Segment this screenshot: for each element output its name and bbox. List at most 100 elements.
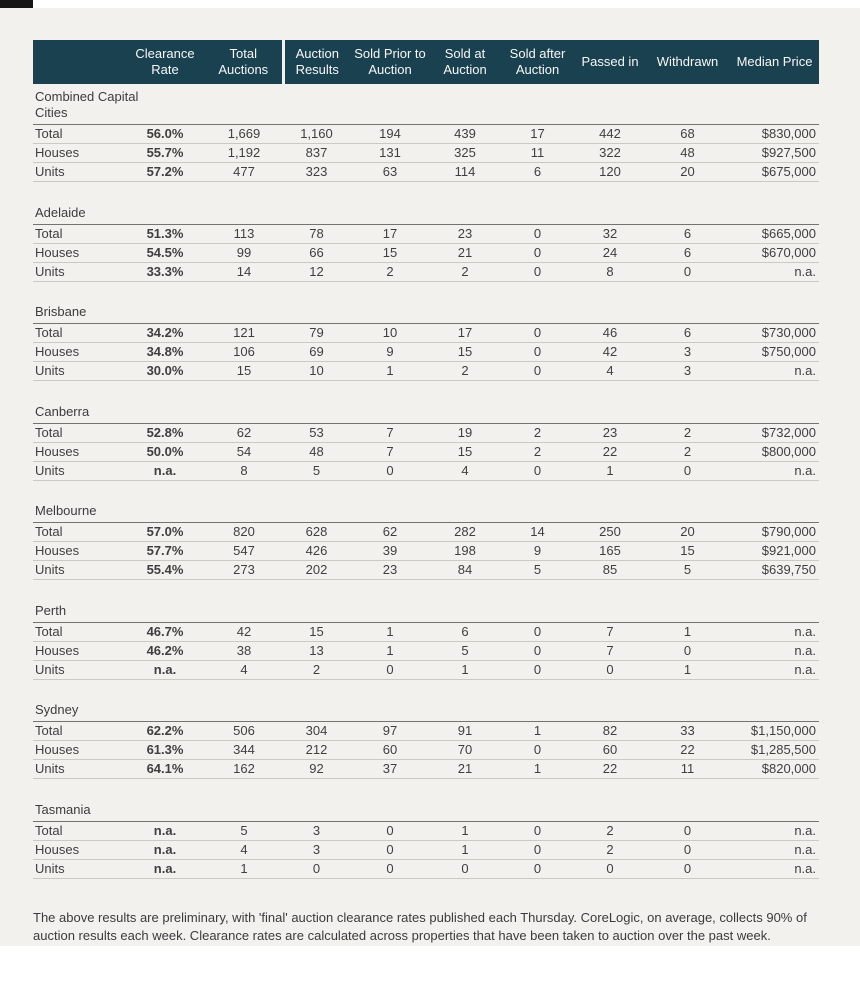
value-cell: n.a. [730,660,819,680]
value-cell: 15 [350,243,430,263]
value-cell: 3 [283,820,350,841]
value-cell: $732,000 [730,422,819,443]
value-cell: 42 [205,621,283,642]
value-cell: 70 [430,740,500,760]
value-cell: 22 [575,759,645,779]
table-row: Units 57.2% 477 323 63 114 6 120 20 $675,000 [33,162,819,182]
value-cell: $921,000 [730,541,819,561]
table-row: Houses 54.5% 99 66 15 21 0 24 6 $670,000 [33,243,819,263]
value-cell: 194 [350,124,430,144]
column-header-median-price: Median Price [730,40,819,84]
value-cell: 23 [575,422,645,443]
value-cell: 282 [430,522,500,542]
value-cell: 506 [205,721,283,741]
row-label-cell: Units [33,859,125,879]
section-title: Canberra [35,403,90,419]
value-cell: n.a. [125,660,205,680]
value-cell: 0 [350,840,430,860]
section-spacer [33,480,819,498]
value-cell: 0 [645,461,730,481]
value-cell: 78 [283,223,350,244]
value-cell: 54 [205,442,283,462]
value-cell: 1 [350,361,430,381]
section-title-row: Adelaide [33,200,819,225]
value-cell: 21 [430,243,500,263]
value-cell: 5 [205,820,283,841]
section-title-row: Sydney [33,697,819,722]
value-cell: 106 [205,342,283,362]
table-row: Houses 55.7% 1,192 837 131 325 11 322 48 $927,500 [33,143,819,163]
value-cell: 20 [645,162,730,182]
value-cell: 91 [430,721,500,741]
row-label-cell: Total [33,124,125,144]
value-cell: 0 [645,262,730,282]
value-cell: n.a. [730,361,819,381]
value-cell: 30.0% [125,361,205,381]
value-cell: 0 [645,641,730,661]
auction-results-table: Clearance Rate Total Auctions Auction Re… [33,40,819,879]
section-spacer [33,580,819,598]
value-cell: n.a. [125,840,205,860]
value-cell: 68 [645,124,730,144]
value-cell: 0 [500,342,575,362]
value-cell: 99 [205,243,283,263]
value-cell: 39 [350,541,430,561]
value-cell: 0 [283,859,350,879]
value-cell: 53 [283,422,350,443]
value-cell: 2 [645,422,730,443]
value-cell: $800,000 [730,442,819,462]
value-cell: 57.0% [125,522,205,542]
row-label-cell: Total [33,323,125,343]
value-cell: n.a. [730,641,819,661]
value-cell: 84 [430,560,500,580]
value-cell: 9 [500,541,575,561]
value-cell: 23 [430,223,500,244]
value-cell: 3 [645,361,730,381]
value-cell: 61.3% [125,740,205,760]
value-cell: 22 [645,740,730,760]
value-cell: 5 [430,641,500,661]
value-cell: 1 [430,840,500,860]
section-title: Adelaide [35,204,86,220]
value-cell: 0 [575,660,645,680]
row-label-cell: Total [33,223,125,244]
value-cell: 2 [575,840,645,860]
value-cell: 8 [205,461,283,481]
row-label-cell: Units [33,461,125,481]
value-cell: 304 [283,721,350,741]
value-cell: 15 [430,342,500,362]
table-row: Total 34.2% 121 79 10 17 0 46 6 $730,000 [33,323,819,343]
value-cell: 0 [500,361,575,381]
value-cell: 23 [350,560,430,580]
value-cell: 3 [645,342,730,362]
value-cell: $750,000 [730,342,819,362]
value-cell: 33.3% [125,262,205,282]
section-title-row: Canberra [33,399,819,424]
row-label-cell: Houses [33,442,125,462]
value-cell: 0 [500,641,575,661]
value-cell: 2 [500,422,575,443]
value-cell: 32 [575,223,645,244]
value-cell: 2 [645,442,730,462]
value-cell: 6 [645,223,730,244]
table-row: Units 55.4% 273 202 23 84 5 85 5 $639,750 [33,560,819,580]
section-spacer [33,182,819,200]
value-cell: 0 [500,740,575,760]
value-cell: 69 [283,342,350,362]
value-cell: $730,000 [730,323,819,343]
value-cell: 14 [500,522,575,542]
value-cell: 198 [430,541,500,561]
value-cell: 165 [575,541,645,561]
value-cell: 323 [283,162,350,182]
table-row: Units 64.1% 162 92 37 21 1 22 11 $820,000 [33,759,819,779]
value-cell: 0 [575,859,645,879]
section-title: Combined Capital Cities [35,89,139,120]
value-cell: 56.0% [125,124,205,144]
value-cell: 11 [645,759,730,779]
value-cell: 9 [350,342,430,362]
value-cell: 7 [575,641,645,661]
value-cell: 4 [205,840,283,860]
row-label-cell: Units [33,162,125,182]
column-header-total-auctions: Total Auctions [205,40,283,84]
value-cell: 63 [350,162,430,182]
